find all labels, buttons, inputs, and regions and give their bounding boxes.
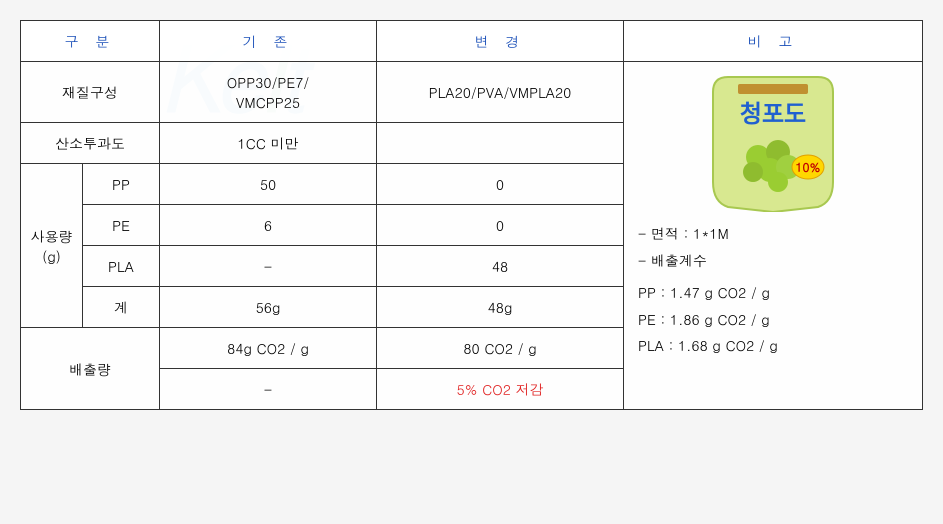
row-material-changed: PLA20/PVA/VMPLA20 — [377, 62, 624, 123]
notes-cell: 청포도 10% - 면적 : 1*1M - 배출계수 PP : 1.47 g C… — [624, 62, 923, 410]
row-material-existing: OPP30/PE7/ VMCPP25 — [160, 62, 377, 123]
usage-pe-changed: 0 — [377, 205, 624, 246]
usage-sum-changed: 48g — [377, 287, 624, 328]
row-material-label: 재질구성 — [21, 62, 160, 123]
row-oxygen-changed — [377, 123, 624, 164]
notes-pla: PLA : 1.68 g CO2 / g — [638, 332, 908, 359]
usage-sum-existing: 56g — [160, 287, 377, 328]
usage-pe-name: PE — [83, 205, 160, 246]
notes-coeff-title: - 배출계수 — [638, 247, 908, 274]
row-oxygen-label: 산소투과도 — [21, 123, 160, 164]
header-existing: 기 존 — [160, 21, 377, 62]
usage-pla-changed: 48 — [377, 246, 624, 287]
product-image: 청포도 10% — [708, 72, 838, 212]
emission-r2-existing: - — [160, 369, 377, 410]
usage-pp-changed: 0 — [377, 164, 624, 205]
notes-area: - 면적 : 1*1M — [638, 220, 908, 247]
product-badge-text: 10% — [796, 159, 821, 176]
header-category: 구 분 — [21, 21, 160, 62]
header-changed: 변 경 — [377, 21, 624, 62]
row-oxygen-existing: 1CC 미만 — [160, 123, 377, 164]
row-emission-label: 배출량 — [21, 328, 160, 410]
notes-pp: PP : 1.47 g CO2 / g — [638, 279, 908, 306]
emission-r1-existing: 84g CO2 / g — [160, 328, 377, 369]
product-name-text: 청포도 — [740, 101, 806, 128]
usage-pp-existing: 50 — [160, 164, 377, 205]
header-notes: 비 고 — [624, 21, 923, 62]
notes-pe: PE : 1.86 g CO2 / g — [638, 306, 908, 333]
usage-pla-existing: - — [160, 246, 377, 287]
comparison-table: 구 분 기 존 변 경 비 고 재질구성 OPP30/PE7/ VMCPP25 … — [20, 20, 923, 410]
usage-pla-name: PLA — [83, 246, 160, 287]
usage-sum-name: 계 — [83, 287, 160, 328]
usage-pe-existing: 6 — [160, 205, 377, 246]
emission-r1-changed: 80 CO2 / g — [377, 328, 624, 369]
emission-r2-changed: 5% CO2 저감 — [377, 369, 624, 410]
row-usage-label: 사용량 (g) — [21, 164, 83, 328]
usage-pp-name: PP — [83, 164, 160, 205]
